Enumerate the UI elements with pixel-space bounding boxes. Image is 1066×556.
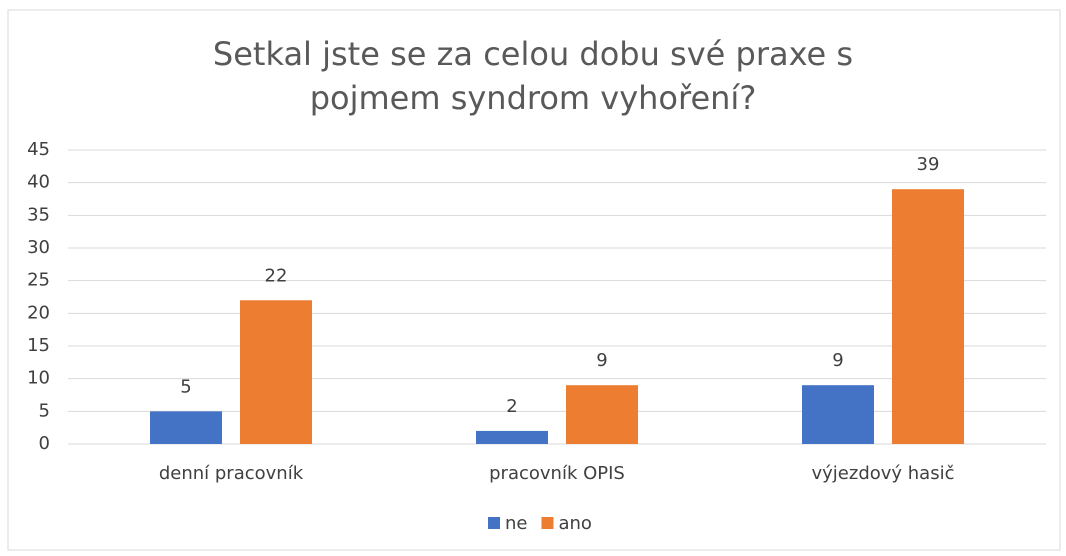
data-label: 9 xyxy=(832,350,843,371)
bar xyxy=(150,411,222,444)
data-label: 22 xyxy=(265,265,288,286)
legend-swatch xyxy=(488,517,500,529)
data-label: 9 xyxy=(596,350,607,371)
legend-label: ano xyxy=(558,513,591,534)
bar xyxy=(802,385,874,444)
y-tick-label: 40 xyxy=(27,172,50,193)
bar xyxy=(892,189,964,444)
y-tick-label: 35 xyxy=(27,204,50,225)
bar xyxy=(240,300,312,444)
y-tick-label: 30 xyxy=(27,237,50,258)
y-tick-label: 15 xyxy=(27,335,50,356)
y-tick-label: 25 xyxy=(27,270,50,291)
bar xyxy=(476,430,548,444)
data-label: 39 xyxy=(917,154,940,175)
chart-frame xyxy=(7,9,1061,551)
data-label: 5 xyxy=(180,376,191,397)
x-tick-label: výjezdový hasič xyxy=(811,463,954,484)
legend-swatch xyxy=(541,517,554,529)
y-tick-label: 10 xyxy=(27,368,50,389)
bar xyxy=(566,385,638,444)
x-tick-label: pracovník OPIS xyxy=(489,463,625,484)
y-tick-label: 0 xyxy=(39,433,50,454)
legend-label: ne xyxy=(505,513,527,534)
y-tick-label: 20 xyxy=(27,302,50,323)
x-tick-label: denní pracovník xyxy=(159,463,304,484)
y-tick-label: 45 xyxy=(27,139,50,160)
y-tick-label: 5 xyxy=(39,400,50,421)
data-label: 2 xyxy=(506,396,517,417)
chart-title: Setkal jste se za celou dobu své praxe s… xyxy=(213,35,853,117)
